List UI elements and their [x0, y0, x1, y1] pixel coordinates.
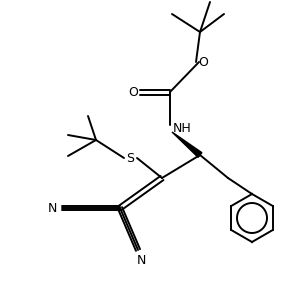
- Text: N: N: [47, 202, 57, 215]
- Text: O: O: [198, 56, 208, 69]
- Text: NH: NH: [173, 122, 191, 134]
- Text: O: O: [128, 86, 138, 98]
- Text: N: N: [136, 253, 146, 266]
- Text: S: S: [126, 151, 134, 164]
- Polygon shape: [172, 132, 202, 157]
